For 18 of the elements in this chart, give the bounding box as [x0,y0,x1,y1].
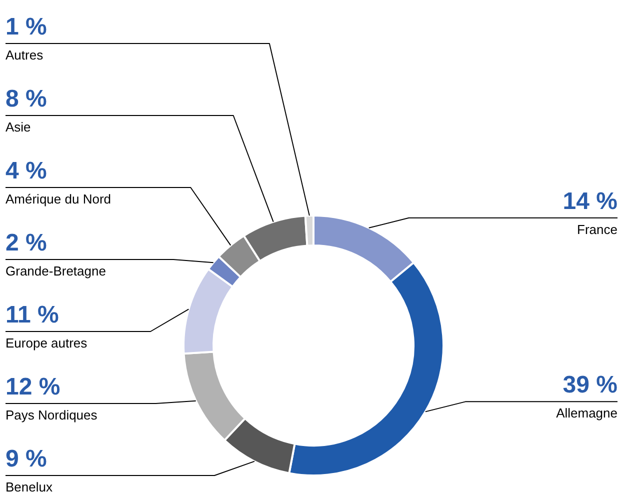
data-label: 1 % [6,14,47,40]
data-label: 4 % [6,158,47,184]
slice-label: Grande-Bretagne [6,264,106,278]
slice-label: Allemagne [556,406,618,421]
slice-label: Autres [6,48,44,62]
data-label: 8 % [6,86,47,112]
data-label: 11 % [6,302,59,328]
slice-label: Amérique du Nord [6,192,111,206]
slice-label: Asie [6,120,31,134]
slice-label: Pays Nordiques [6,408,98,422]
data-label: 9 % [6,446,47,472]
data-label: 14 % [562,188,618,215]
data-label: 2 % [6,230,47,256]
data-label: 39 % [562,372,618,399]
slice-label: France [577,222,618,237]
data-label: 12 % [6,374,60,400]
slice-label: Benelux [6,480,53,494]
slice-label: Europe autres [6,336,88,350]
